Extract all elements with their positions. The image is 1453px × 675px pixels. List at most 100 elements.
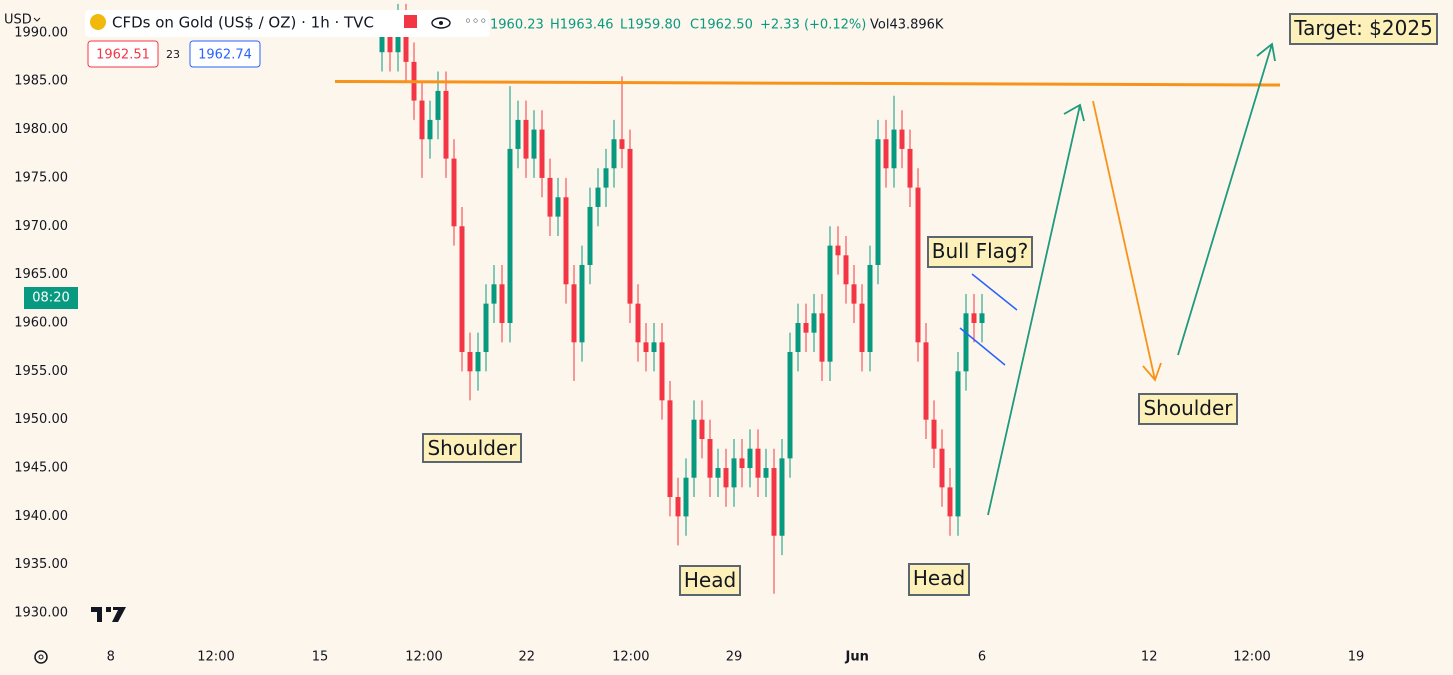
candle-body	[595, 187, 601, 207]
candle-body	[603, 168, 609, 188]
candle-body	[499, 284, 505, 323]
candle-body	[619, 139, 625, 149]
candle-body	[483, 303, 489, 352]
candle-body	[443, 90, 449, 159]
candle-body	[675, 497, 681, 517]
countdown: 08:20	[32, 291, 69, 306]
candle-body	[795, 322, 801, 352]
y-tick-label: 1930.00	[14, 606, 68, 621]
x-tick-label: 12:00	[405, 650, 442, 665]
candle-body	[587, 206, 593, 265]
candle-body	[395, 23, 401, 53]
annotation: Bull Flag?	[927, 236, 1033, 268]
candle-body	[715, 468, 721, 478]
annotation: Shoulder	[422, 433, 522, 463]
x-tick-label: 19	[1348, 650, 1365, 665]
y-tick-label: 1975.00	[14, 170, 68, 185]
candle-body	[555, 197, 561, 217]
candle-body	[779, 458, 785, 536]
flag-line	[959, 327, 1006, 366]
currency-chevron	[33, 17, 41, 22]
annotation: Head	[679, 565, 741, 596]
candle-body	[683, 477, 689, 517]
candle-body	[539, 129, 545, 178]
candle-body	[475, 351, 481, 372]
candle-body	[771, 468, 777, 536]
candle-body	[435, 90, 441, 120]
candle-body	[963, 313, 969, 372]
y-tick-label: 1990.00	[14, 25, 68, 40]
candle-body	[459, 226, 465, 352]
candle-body	[427, 119, 433, 140]
candle-body	[523, 119, 529, 159]
candle-body	[571, 284, 577, 343]
candle-body	[467, 351, 473, 372]
candle-body	[379, 32, 385, 53]
x-tick-label: 29	[726, 650, 743, 665]
candle-body	[755, 448, 761, 478]
candle-body	[907, 148, 913, 188]
candle-body	[971, 313, 977, 323]
annotation: Target: $2025	[1289, 13, 1438, 45]
x-tick-label: 15	[312, 650, 329, 665]
candle-body	[843, 255, 849, 285]
candle-body	[883, 139, 889, 169]
x-tick-label: 12	[1141, 650, 1158, 665]
candle-body	[851, 284, 857, 304]
ohlc-value: L1959.80	[620, 18, 681, 33]
ask: 1962.74	[198, 48, 252, 63]
annotation: Head	[908, 563, 970, 596]
candle-body	[451, 158, 457, 227]
candle-body	[659, 342, 665, 401]
ohlc-value: +2.33 (+0.12%)	[760, 18, 866, 33]
candle-body	[515, 119, 521, 149]
y-tick-label: 1940.00	[14, 509, 68, 524]
candle-body	[923, 342, 929, 420]
candle-body	[835, 245, 841, 256]
ohlc-value: C1962.50	[690, 18, 753, 33]
candle-body	[819, 313, 825, 362]
candle-body	[611, 139, 617, 169]
y-tick-label: 1960.00	[14, 315, 68, 330]
y-tick-label: 1945.00	[14, 461, 68, 476]
candle-body	[507, 148, 513, 323]
x-tick-label: 6	[978, 650, 986, 665]
candle-body	[651, 342, 657, 352]
y-tick-label: 1965.00	[14, 267, 68, 282]
candle-body	[939, 448, 945, 488]
ask-box	[189, 40, 261, 68]
candle-body	[827, 245, 833, 362]
y-tick-label: 1980.00	[14, 122, 68, 137]
candle-body	[739, 458, 745, 469]
candle-body	[563, 197, 569, 285]
ohlc-legend: 1960.23 H1963.46 L1959.80 C1962.50 +2.33 (+0…	[490, 18, 944, 33]
y-tick-label: 1985.00	[14, 74, 68, 89]
candle-body	[579, 264, 585, 343]
candle-body	[635, 303, 641, 343]
flag-icon	[404, 15, 417, 28]
y-tick-label: 1935.00	[14, 557, 68, 572]
candle-body	[763, 468, 769, 478]
candle-body	[531, 129, 537, 159]
candle-body	[627, 148, 633, 304]
spread: 23	[166, 48, 180, 61]
more-icon: ◦◦◦	[464, 15, 487, 30]
tv-logo	[91, 607, 126, 622]
y-tick-label: 1970.00	[14, 219, 68, 234]
candle-body	[699, 419, 705, 440]
candle-body	[891, 129, 897, 169]
currency: USD	[4, 13, 32, 28]
symbol-icon	[90, 14, 106, 30]
candle-body	[731, 458, 737, 488]
candle-body	[691, 419, 697, 478]
candle-body	[387, 32, 393, 53]
annotation: Shoulder	[1138, 393, 1238, 425]
x-tick-label: 8	[107, 650, 115, 665]
eye-icon	[431, 17, 451, 29]
eye-pupil	[439, 21, 443, 25]
x-tick-label: Jun	[845, 650, 869, 665]
candle-body	[947, 487, 953, 517]
resistance-line	[334, 80, 1281, 87]
